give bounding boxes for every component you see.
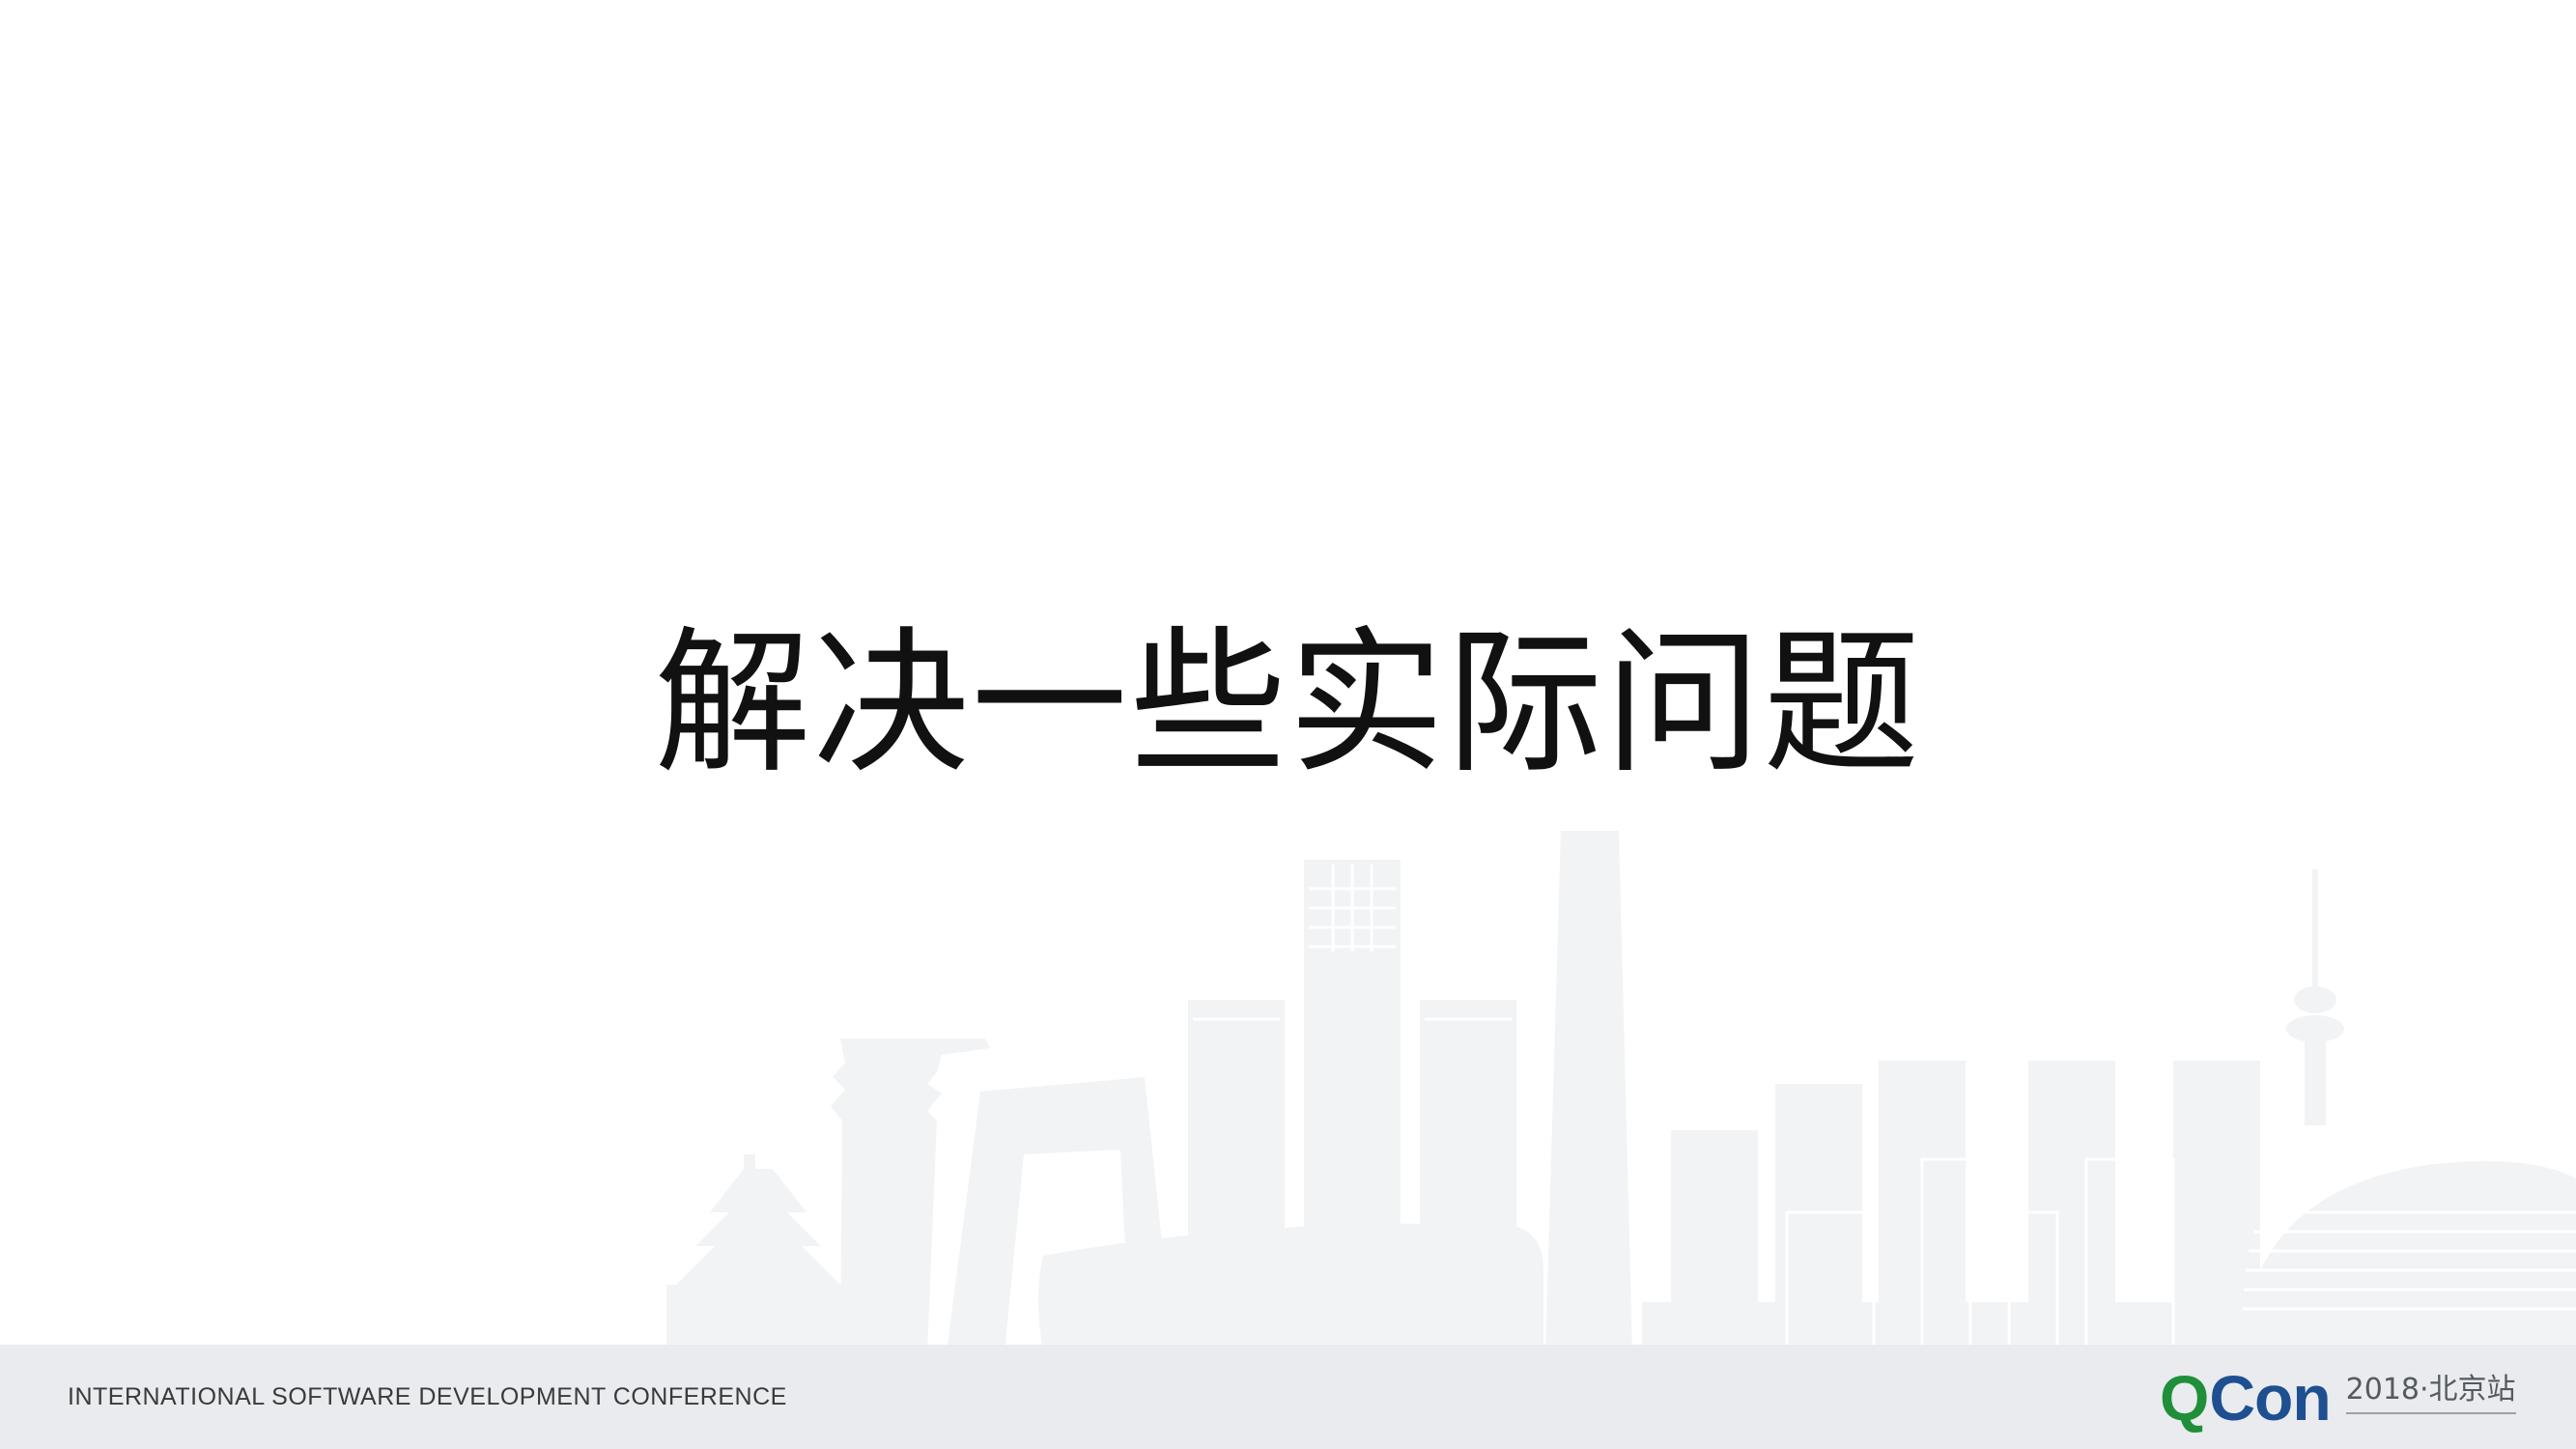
beijing-skyline-illustration bbox=[666, 831, 2576, 1352]
qcon-logo: Q Con bbox=[2160, 1362, 2332, 1434]
logo-con: Con bbox=[2209, 1362, 2331, 1434]
logo-q: Q bbox=[2160, 1362, 2210, 1434]
edition-label: 2018·北京站 bbox=[2345, 1376, 2516, 1414]
qcon-brand: Q Con 2018·北京站 bbox=[2160, 1364, 2516, 1432]
slide-title: 解决一些实际问题 bbox=[654, 613, 1922, 795]
conference-name: INTERNATIONAL SOFTWARE DEVELOPMENT CONFE… bbox=[68, 1383, 787, 1410]
footer-bar: INTERNATIONAL SOFTWARE DEVELOPMENT CONFE… bbox=[0, 1345, 2576, 1449]
